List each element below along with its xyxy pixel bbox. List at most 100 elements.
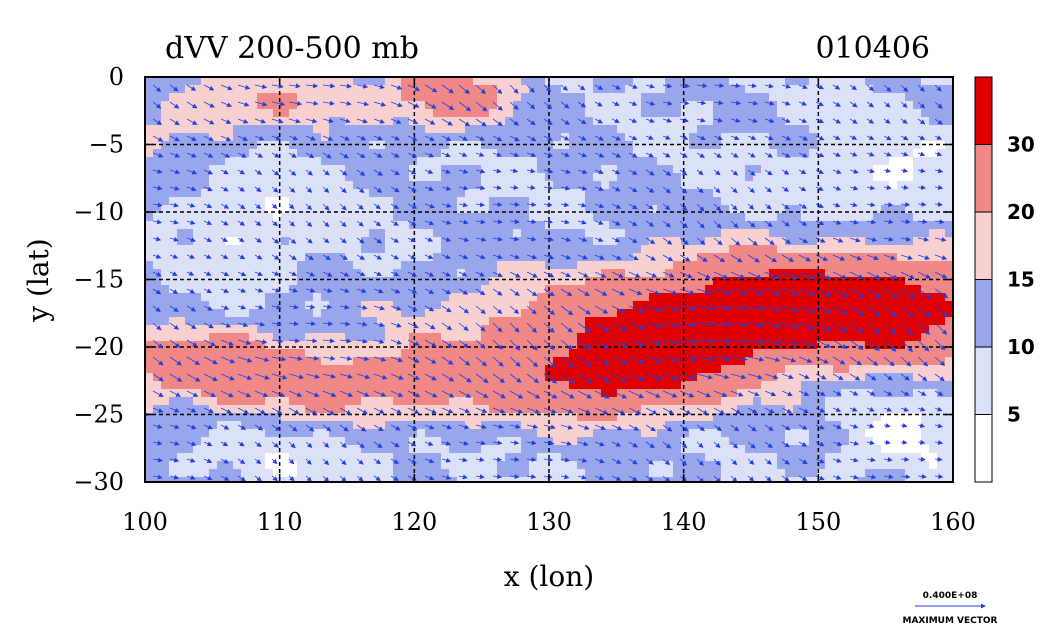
field-cell xyxy=(753,437,762,446)
field-cell xyxy=(905,149,914,158)
field-cell xyxy=(777,229,786,238)
field-cell xyxy=(337,117,346,126)
field-cell xyxy=(745,381,754,390)
field-cell xyxy=(289,373,298,382)
field-cell xyxy=(553,253,562,262)
field-cell xyxy=(417,109,426,118)
field-cell xyxy=(473,245,482,254)
field-cell xyxy=(241,349,250,358)
field-cell xyxy=(561,445,570,454)
field-cell xyxy=(273,157,282,166)
field-cell xyxy=(289,421,298,430)
field-cell xyxy=(761,229,770,238)
field-cell xyxy=(569,229,578,238)
field-cell xyxy=(417,461,426,470)
field-cell xyxy=(385,165,394,174)
field-cell xyxy=(777,437,786,446)
field-cell xyxy=(321,413,330,422)
field-cell xyxy=(753,157,762,166)
field-cell xyxy=(353,253,362,262)
field-cell xyxy=(585,461,594,470)
field-cell xyxy=(321,245,330,254)
field-cell xyxy=(497,181,506,190)
field-cell xyxy=(433,245,442,254)
field-cell xyxy=(905,237,914,246)
field-cell xyxy=(761,277,770,286)
field-cell xyxy=(777,133,786,142)
field-cell xyxy=(249,453,258,462)
field-cell xyxy=(617,85,626,94)
field-cell xyxy=(537,293,546,302)
field-cell xyxy=(337,277,346,286)
field-cell xyxy=(673,77,682,86)
field-cell xyxy=(537,437,546,446)
field-cell xyxy=(553,165,562,174)
field-cell xyxy=(513,285,522,294)
field-cell xyxy=(673,197,682,206)
field-cell xyxy=(537,149,546,158)
field-cell xyxy=(153,357,162,366)
field-cell xyxy=(297,117,306,126)
field-cell xyxy=(521,85,530,94)
field-cell xyxy=(841,237,850,246)
field-cell xyxy=(857,149,866,158)
field-cell xyxy=(913,101,922,110)
field-cell xyxy=(281,405,290,414)
field-cell xyxy=(481,213,490,222)
field-cell xyxy=(849,301,858,310)
field-cell xyxy=(633,429,642,438)
field-cell xyxy=(241,93,250,102)
field-cell xyxy=(673,213,682,222)
field-cell xyxy=(857,421,866,430)
field-cell xyxy=(193,181,202,190)
field-cell xyxy=(569,301,578,310)
field-cell xyxy=(593,277,602,286)
field-cell xyxy=(369,301,378,310)
field-cell xyxy=(449,349,458,358)
field-cell xyxy=(401,445,410,454)
field-cell xyxy=(201,157,210,166)
field-cell xyxy=(449,85,458,94)
field-cell xyxy=(161,317,170,326)
field-cell xyxy=(737,237,746,246)
field-cell xyxy=(361,205,370,214)
field-cell xyxy=(153,245,162,254)
field-cell xyxy=(161,405,170,414)
field-cell xyxy=(305,277,314,286)
field-cell xyxy=(353,165,362,174)
field-cell xyxy=(633,309,642,318)
field-cell xyxy=(681,381,690,390)
field-cell xyxy=(169,333,178,342)
field-cell xyxy=(777,373,786,382)
field-cell xyxy=(161,437,170,446)
field-cell xyxy=(761,405,770,414)
field-cell xyxy=(857,157,866,166)
field-cell xyxy=(161,237,170,246)
field-cell xyxy=(265,205,274,214)
field-cell xyxy=(593,445,602,454)
field-cell xyxy=(817,469,826,478)
field-cell xyxy=(849,349,858,358)
field-cell xyxy=(809,445,818,454)
field-cell xyxy=(401,93,410,102)
field-cell xyxy=(273,469,282,478)
field-cell xyxy=(649,429,658,438)
field-cell xyxy=(705,77,714,86)
field-cell xyxy=(457,101,466,110)
field-cell xyxy=(177,309,186,318)
field-cell xyxy=(417,469,426,478)
field-cell xyxy=(305,397,314,406)
field-cell xyxy=(377,109,386,118)
field-cell xyxy=(809,221,818,230)
field-cell xyxy=(873,149,882,158)
field-cell xyxy=(385,437,394,446)
field-cell xyxy=(337,429,346,438)
field-cell xyxy=(433,341,442,350)
field-cell xyxy=(409,213,418,222)
field-cell xyxy=(513,189,522,198)
field-cell xyxy=(297,237,306,246)
field-cell xyxy=(649,333,658,342)
field-cell xyxy=(337,389,346,398)
field-cell xyxy=(513,197,522,206)
field-cell xyxy=(873,413,882,422)
